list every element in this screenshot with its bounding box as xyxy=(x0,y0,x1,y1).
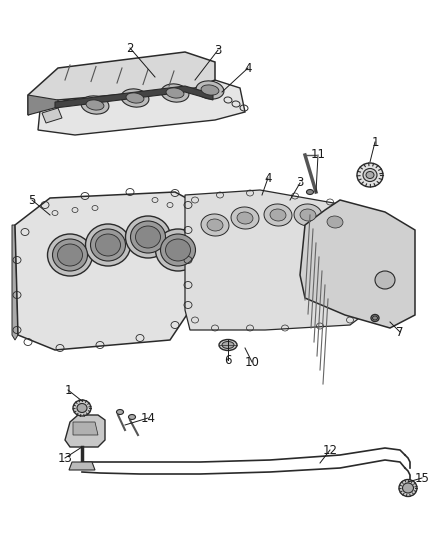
Ellipse shape xyxy=(264,204,292,226)
Ellipse shape xyxy=(363,168,377,182)
Ellipse shape xyxy=(155,229,201,271)
Polygon shape xyxy=(28,95,58,115)
Polygon shape xyxy=(12,225,18,340)
Ellipse shape xyxy=(47,234,92,276)
Ellipse shape xyxy=(166,88,184,98)
Ellipse shape xyxy=(231,207,259,229)
Polygon shape xyxy=(73,422,98,435)
Text: 3: 3 xyxy=(297,176,304,190)
Polygon shape xyxy=(300,200,415,328)
Text: 1: 1 xyxy=(371,135,379,149)
Ellipse shape xyxy=(126,216,170,258)
Ellipse shape xyxy=(121,89,149,107)
Text: 7: 7 xyxy=(396,326,404,338)
Ellipse shape xyxy=(128,415,135,419)
Text: 5: 5 xyxy=(28,193,35,206)
Text: 4: 4 xyxy=(264,172,272,184)
Ellipse shape xyxy=(403,483,413,493)
Polygon shape xyxy=(55,86,213,108)
Ellipse shape xyxy=(321,211,349,233)
Text: 3: 3 xyxy=(214,44,222,56)
Ellipse shape xyxy=(91,229,126,261)
Ellipse shape xyxy=(57,244,82,266)
Ellipse shape xyxy=(95,234,120,256)
Ellipse shape xyxy=(366,172,374,179)
Ellipse shape xyxy=(237,212,253,224)
Text: 12: 12 xyxy=(322,443,338,456)
Ellipse shape xyxy=(160,234,195,266)
Ellipse shape xyxy=(375,271,395,289)
Ellipse shape xyxy=(300,209,316,221)
Text: 11: 11 xyxy=(311,149,325,161)
Polygon shape xyxy=(185,190,370,330)
Ellipse shape xyxy=(201,85,219,95)
Polygon shape xyxy=(65,415,105,447)
Text: 2: 2 xyxy=(126,42,134,54)
Ellipse shape xyxy=(117,409,124,415)
Ellipse shape xyxy=(219,340,237,351)
Ellipse shape xyxy=(85,224,131,266)
Polygon shape xyxy=(42,108,62,123)
Text: 10: 10 xyxy=(244,356,259,368)
Text: 14: 14 xyxy=(141,411,155,424)
Text: 1: 1 xyxy=(64,384,72,397)
Ellipse shape xyxy=(207,219,223,231)
Ellipse shape xyxy=(222,342,234,349)
Ellipse shape xyxy=(73,400,91,416)
Ellipse shape xyxy=(131,221,166,253)
Polygon shape xyxy=(15,192,190,350)
Ellipse shape xyxy=(166,239,191,261)
Ellipse shape xyxy=(53,239,88,271)
Ellipse shape xyxy=(86,100,104,110)
Ellipse shape xyxy=(372,316,378,320)
Text: 6: 6 xyxy=(224,353,232,367)
Ellipse shape xyxy=(327,216,343,228)
Ellipse shape xyxy=(126,93,144,103)
Ellipse shape xyxy=(371,314,379,321)
Polygon shape xyxy=(38,80,245,135)
Ellipse shape xyxy=(270,209,286,221)
Text: 15: 15 xyxy=(414,472,429,484)
Text: 4: 4 xyxy=(244,61,252,75)
Polygon shape xyxy=(28,52,215,115)
Polygon shape xyxy=(69,462,95,470)
Ellipse shape xyxy=(357,163,383,187)
Ellipse shape xyxy=(161,84,189,102)
Ellipse shape xyxy=(81,96,109,114)
Ellipse shape xyxy=(196,81,224,99)
Text: 13: 13 xyxy=(57,451,72,464)
Ellipse shape xyxy=(135,226,160,248)
Ellipse shape xyxy=(294,204,322,226)
Ellipse shape xyxy=(307,190,314,195)
Ellipse shape xyxy=(201,214,229,236)
Ellipse shape xyxy=(399,480,417,497)
Ellipse shape xyxy=(77,403,87,413)
